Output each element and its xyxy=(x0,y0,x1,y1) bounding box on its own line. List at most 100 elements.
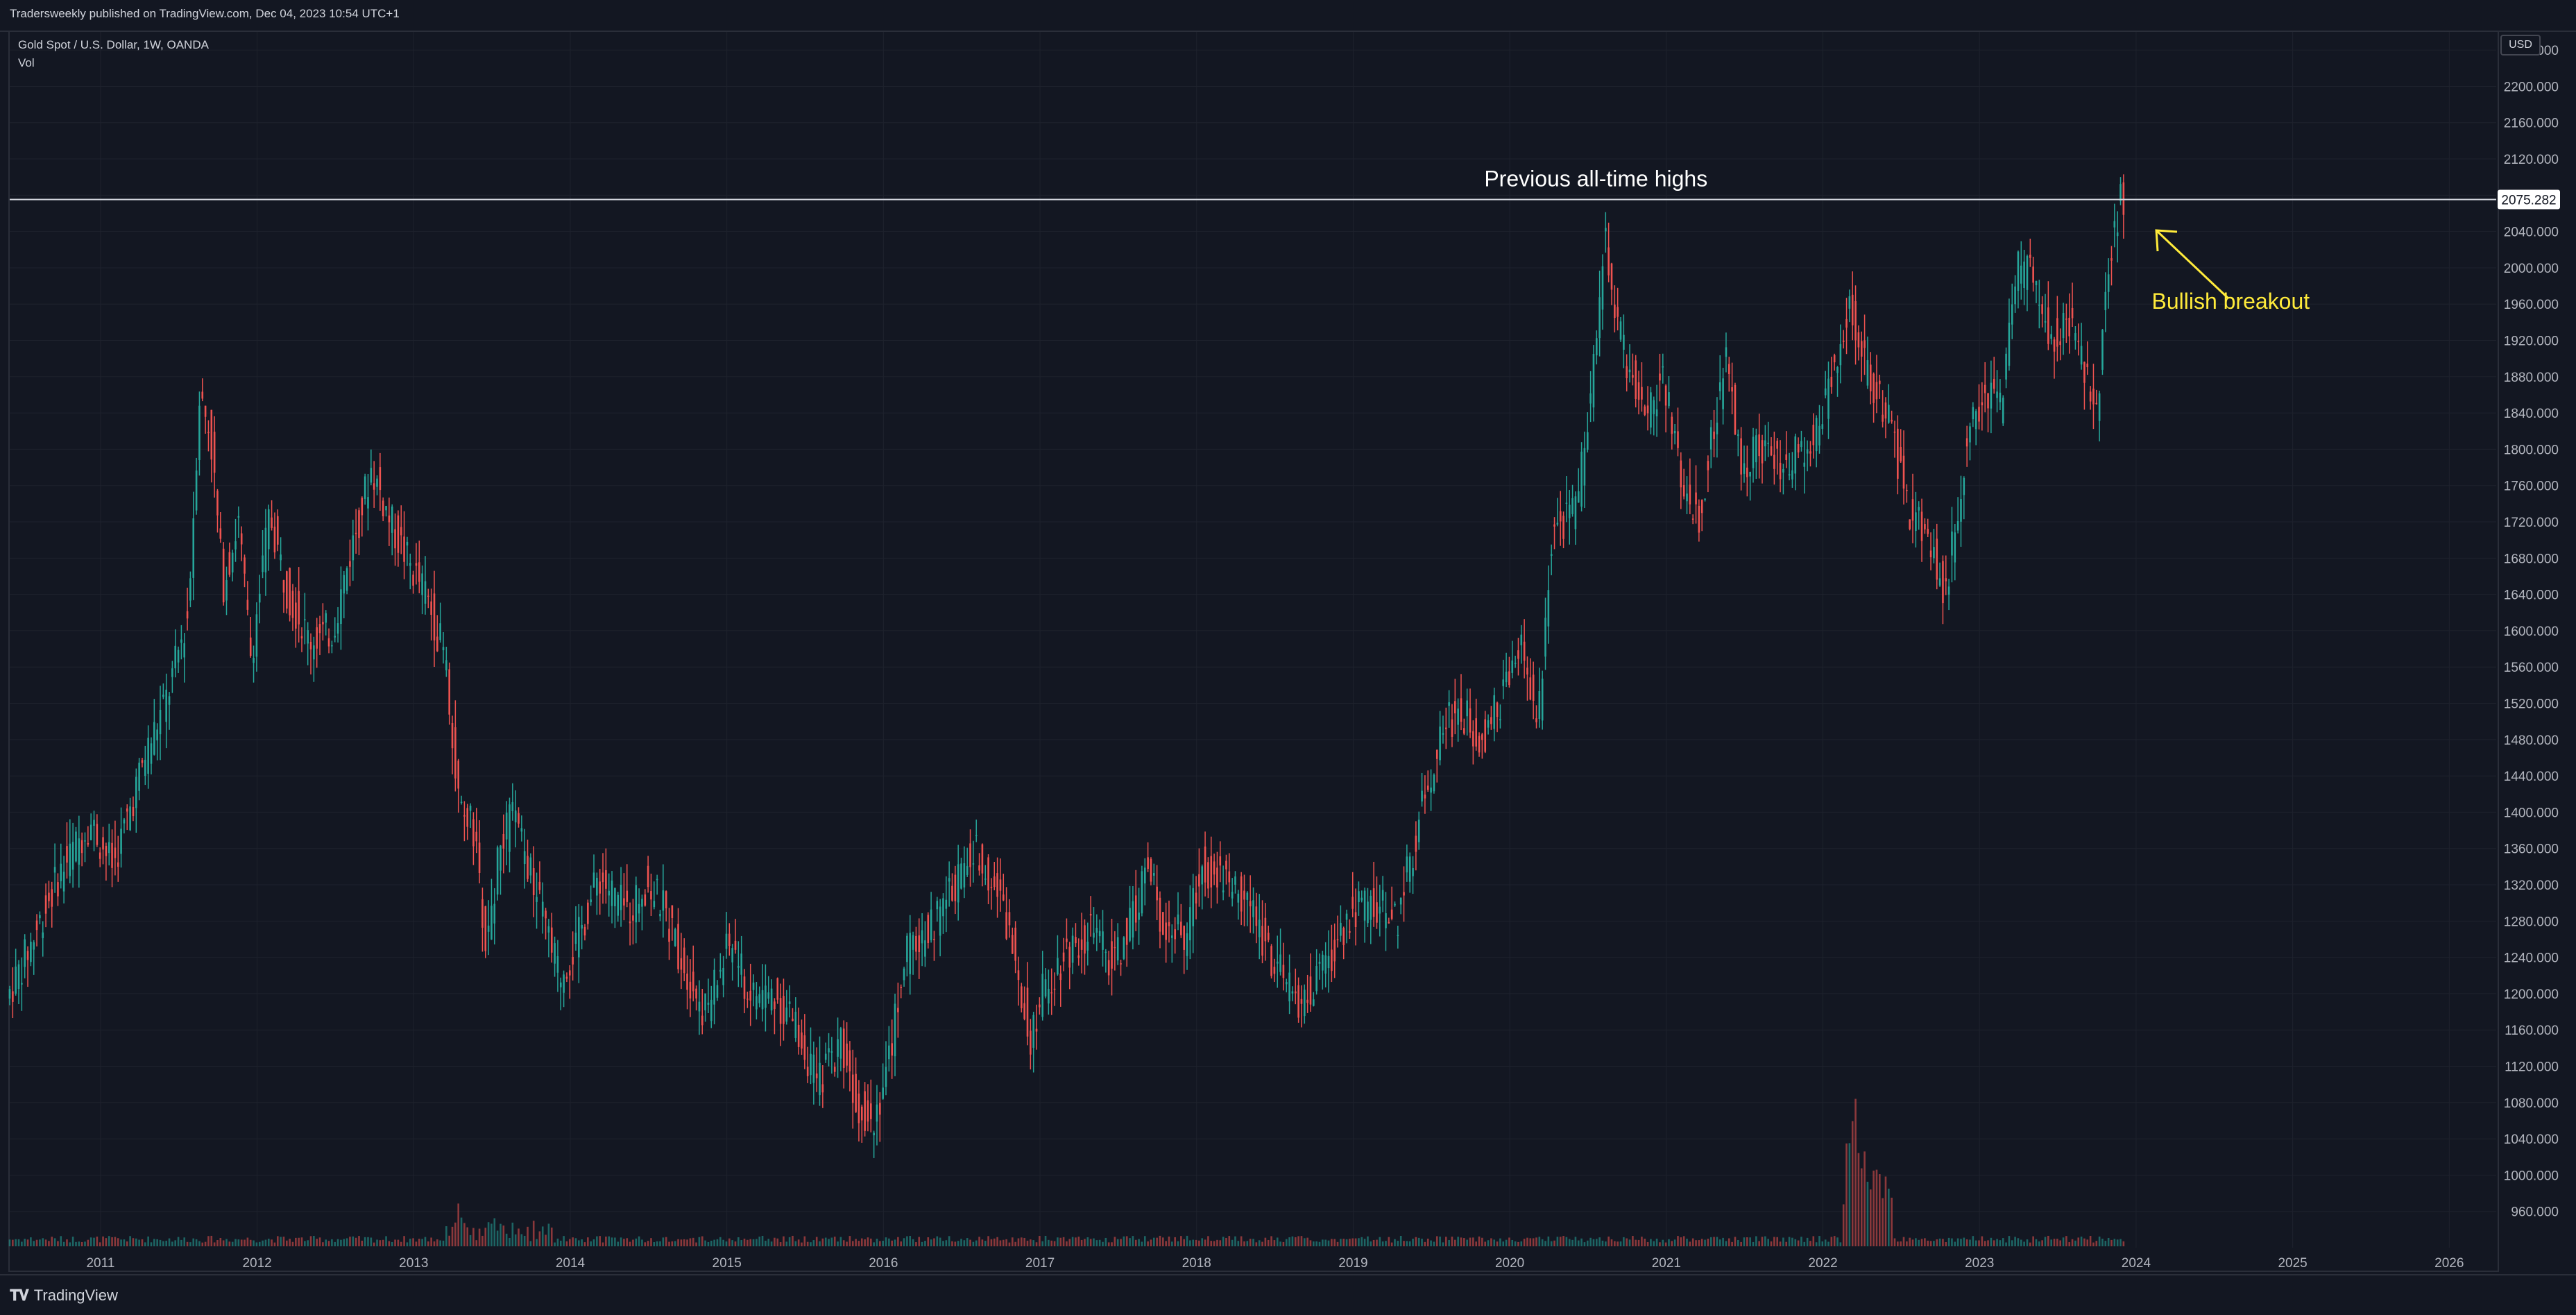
candle-body xyxy=(1228,871,1231,883)
candle-body xyxy=(1475,718,1478,747)
candle-body xyxy=(1851,294,1854,325)
candle-body xyxy=(592,872,595,888)
y-tick-label: 1320.000 xyxy=(2504,879,2559,893)
volume-bar xyxy=(271,1239,273,1246)
bullish-breakout-annotation: Bullish breakout xyxy=(2151,289,2310,314)
currency-selector[interactable]: USD xyxy=(2500,35,2541,56)
candle-body xyxy=(1960,499,1962,522)
candle-body xyxy=(1788,474,1791,476)
candle-body xyxy=(707,1002,710,1005)
volume-bar xyxy=(1210,1241,1213,1246)
candle-body xyxy=(969,843,971,867)
candle-body xyxy=(99,852,101,859)
candle-body xyxy=(249,637,252,656)
candle-body xyxy=(1048,988,1050,1004)
volume-bar xyxy=(409,1239,411,1246)
volume-bar xyxy=(99,1242,101,1246)
x-tick-label: 2021 xyxy=(1652,1256,1681,1271)
candle-body xyxy=(842,1028,845,1068)
volume-bar xyxy=(1965,1239,1968,1246)
candle-body xyxy=(1884,402,1887,419)
volume-bar xyxy=(1360,1237,1363,1246)
volume-bar xyxy=(698,1237,701,1246)
candle-body xyxy=(42,932,44,938)
candle-body xyxy=(1698,505,1700,533)
volume-bar xyxy=(975,1240,978,1246)
volume-bar xyxy=(246,1237,249,1246)
candle-body xyxy=(1704,498,1706,500)
volume-bar xyxy=(237,1239,240,1246)
volume-bar xyxy=(1104,1237,1107,1246)
candle-body xyxy=(536,897,538,902)
candle-body xyxy=(201,391,204,399)
volume-bar xyxy=(1553,1240,1555,1246)
candle-body xyxy=(1294,991,1297,994)
volume-bar xyxy=(1659,1242,1661,1246)
volume-bar xyxy=(1198,1240,1200,1246)
candle-body xyxy=(1408,856,1411,882)
candle-body xyxy=(132,806,135,817)
volume-bar xyxy=(2029,1242,2031,1246)
candle-body xyxy=(1372,888,1375,917)
volume-bar xyxy=(2020,1239,2022,1246)
candle-body xyxy=(1610,263,1613,290)
volume-bar xyxy=(1562,1236,1564,1246)
volume-bar xyxy=(725,1241,728,1246)
volume-bar xyxy=(1399,1235,1402,1246)
candle-body xyxy=(325,613,327,623)
candle-body xyxy=(770,988,773,1011)
candle-body xyxy=(1761,440,1764,464)
volume-bar xyxy=(1340,1239,1342,1246)
volume-bar xyxy=(327,1241,330,1246)
candle-body xyxy=(186,611,189,619)
candle-body xyxy=(1186,933,1188,956)
candle-body xyxy=(273,526,276,553)
volume-bar xyxy=(2059,1240,2062,1246)
candle-body xyxy=(1713,431,1715,439)
volume-bar xyxy=(608,1236,611,1246)
chart-legend: Gold Spot / U.S. Dollar, 1W, OANDA Vol xyxy=(18,36,209,72)
candle-body xyxy=(1718,382,1721,391)
candle-body xyxy=(885,1067,887,1087)
candle-body xyxy=(394,529,396,549)
candle-body xyxy=(144,759,146,777)
volume-bar xyxy=(623,1239,625,1246)
candle-body xyxy=(1313,999,1315,1006)
volume-bar xyxy=(1261,1241,1263,1246)
candle-body xyxy=(108,842,110,854)
candle-body xyxy=(918,935,921,953)
volume-bar xyxy=(1673,1239,1676,1246)
volume-bar xyxy=(747,1239,749,1246)
volume-bar xyxy=(276,1236,279,1246)
volume-bar xyxy=(331,1239,333,1246)
volume-label[interactable]: Vol xyxy=(18,56,35,69)
candle-body xyxy=(1520,634,1523,645)
volume-bar xyxy=(1574,1237,1577,1246)
volume-bar xyxy=(1132,1236,1134,1246)
volume-bar xyxy=(93,1237,95,1246)
volume-bar xyxy=(1481,1237,1483,1246)
candle-body xyxy=(879,1103,881,1115)
volume-bar xyxy=(590,1241,592,1246)
volume-bar xyxy=(1830,1237,1833,1246)
candle-body xyxy=(1345,913,1348,920)
volume-bar xyxy=(207,1236,210,1246)
candle-body xyxy=(1107,960,1110,976)
tradingview-brand[interactable]: 𝐓𝐕 TradingView xyxy=(10,1287,118,1305)
symbol-label[interactable]: Gold Spot / U.S. Dollar, 1W, OANDA xyxy=(18,38,209,51)
volume-bar xyxy=(1279,1241,1281,1246)
volume-bar xyxy=(529,1241,532,1246)
volume-bar xyxy=(1869,1189,1872,1246)
volume-bar xyxy=(1376,1239,1378,1246)
volume-bar xyxy=(144,1242,146,1246)
candle-body xyxy=(1523,641,1526,661)
candle-body xyxy=(1304,990,1306,1017)
candle-body xyxy=(168,696,171,705)
volume-bar xyxy=(1496,1241,1499,1246)
volume-bar xyxy=(2017,1238,2020,1246)
candle-body xyxy=(1897,428,1899,479)
volume-bar xyxy=(264,1239,267,1246)
volume-bar xyxy=(491,1223,493,1246)
volume-bar xyxy=(1460,1237,1462,1246)
